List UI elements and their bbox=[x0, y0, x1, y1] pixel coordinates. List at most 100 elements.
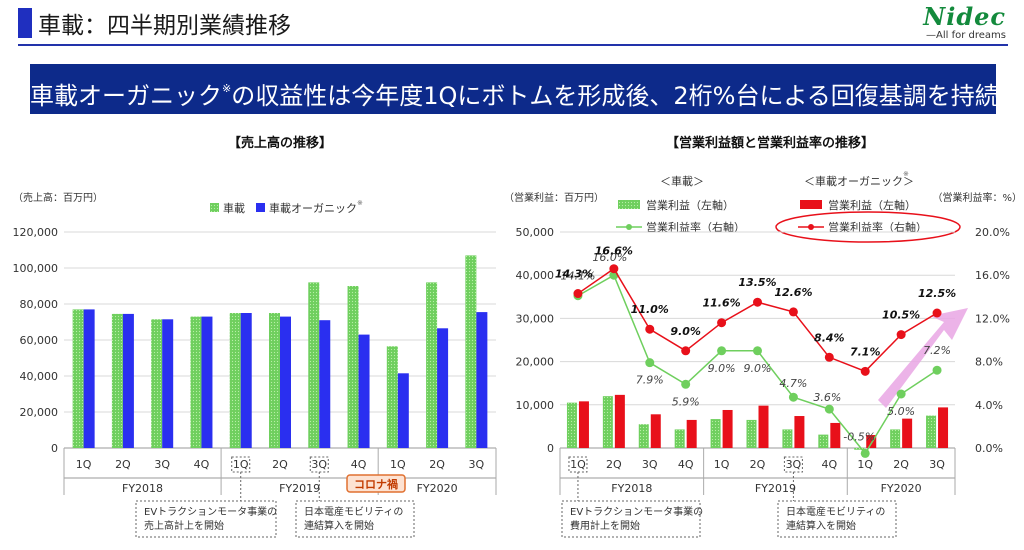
left-xtick-label: 1Q bbox=[76, 458, 92, 471]
right-organic-rate-label: 16.6% bbox=[595, 245, 633, 258]
right-xtick-label: 2Q bbox=[893, 458, 909, 471]
right-note-mobility-box bbox=[777, 500, 897, 538]
left-ytick-label: 80,000 bbox=[20, 298, 59, 311]
right-xtick-label: 2Q bbox=[606, 458, 622, 471]
right-bar-organic-profit bbox=[794, 416, 805, 448]
legend-highlight-circle bbox=[775, 211, 961, 243]
right-organic-rate-point bbox=[681, 346, 691, 356]
left-note-ev-line: EVトラクションモータ事業の bbox=[144, 505, 277, 518]
right-note-ev-box bbox=[561, 500, 701, 538]
right-organic-rate-label: 11.0% bbox=[631, 303, 669, 316]
legend-label-sales: 車載 bbox=[223, 201, 245, 215]
right-organic-rate-point bbox=[645, 324, 655, 334]
right-bar-auto-profit bbox=[782, 429, 793, 448]
right-auto-rate-label: 9.0% bbox=[744, 362, 772, 375]
headline-banner: 車載オーガニック※の収益性は今年度1Qにボトムを形成後、2桁%台による回復基調を… bbox=[30, 64, 999, 114]
left-bar-organic bbox=[240, 313, 252, 448]
left-ytick-label: 40,000 bbox=[20, 370, 59, 383]
right-bar-organic-profit bbox=[938, 407, 949, 448]
left-xtick-label: 4Q bbox=[351, 458, 367, 471]
left-bar-organic bbox=[476, 312, 488, 448]
legend-swatch-organic bbox=[256, 203, 265, 212]
left-xtick-label: 3Q bbox=[154, 458, 170, 471]
right-right-unit-label: （営業利益率：%） bbox=[932, 191, 1022, 204]
right-organic-rate-label: 14.3% bbox=[555, 268, 593, 281]
right-chart-title: 【営業利益額と営業利益率の推移】 bbox=[666, 135, 874, 151]
left-bar-organic bbox=[437, 328, 449, 448]
right-fy-label: FY2020 bbox=[881, 482, 922, 495]
legend-swatch-auto-profit bbox=[618, 200, 640, 209]
left-bar-organic bbox=[122, 313, 134, 448]
right-ytick-label-right: 4.0% bbox=[975, 399, 1003, 412]
left-ytick-label: 100,000 bbox=[13, 262, 59, 275]
right-note-ev-line: EVトラクションモータ事業の bbox=[570, 505, 703, 518]
left-note-ev-box bbox=[135, 500, 277, 538]
right-bar-organic-profit bbox=[758, 405, 769, 448]
right-ytick-label-right: 8.0% bbox=[975, 356, 1003, 369]
right-ytick-label-left: 40,000 bbox=[516, 269, 555, 282]
right-xtick-label: 4Q bbox=[678, 458, 694, 471]
left-bar-sales bbox=[465, 255, 477, 448]
right-organic-rate-point bbox=[609, 264, 619, 274]
right-xtick-label: 3Q bbox=[786, 458, 802, 471]
left-xtick-label: 2Q bbox=[115, 458, 131, 471]
right-ytick-label-right: 0.0% bbox=[975, 442, 1003, 455]
left-bar-organic bbox=[280, 316, 291, 448]
right-organic-rate-point bbox=[860, 366, 870, 376]
right-auto-rate-point bbox=[717, 346, 727, 356]
right-ytick-label-left: 50,000 bbox=[516, 226, 555, 239]
right-ytick-label-right: 12.0% bbox=[975, 312, 1010, 325]
right-bar-auto-profit bbox=[566, 402, 577, 448]
right-left-unit-label: （営業利益：百万円） bbox=[504, 191, 604, 204]
left-xtick-label: 1Q bbox=[233, 458, 249, 471]
left-bar-organic bbox=[397, 373, 409, 448]
header-accent-bar bbox=[18, 8, 32, 38]
right-xtick-label: 2Q bbox=[750, 458, 766, 471]
right-bar-auto-profit bbox=[602, 396, 613, 448]
right-auto-rate-point bbox=[753, 346, 762, 356]
right-xtick-label: 4Q bbox=[821, 458, 837, 471]
legend-group-organic: ＜車載オーガニック bbox=[804, 174, 903, 188]
right-ytick-label-left: 20,000 bbox=[516, 356, 555, 369]
right-auto-rate-label: 3.6% bbox=[813, 391, 841, 404]
legend-marker-organic-rate bbox=[808, 224, 814, 230]
right-auto-rate-label: 7.9% bbox=[636, 374, 664, 387]
right-fy-label: FY2019 bbox=[755, 482, 796, 495]
right-organic-rate-point bbox=[788, 307, 798, 317]
right-bar-organic-profit bbox=[866, 435, 877, 448]
right-auto-rate-point bbox=[896, 389, 906, 399]
left-xtick-label: 1Q bbox=[390, 458, 406, 471]
right-auto-rate-point bbox=[932, 365, 942, 375]
corona-badge-label: コロナ禍 bbox=[354, 477, 398, 491]
right-bar-organic-profit bbox=[830, 422, 841, 448]
right-organic-rate-label: 10.5% bbox=[882, 309, 920, 322]
right-note-ev-line: 費用計上を開始 bbox=[570, 519, 640, 532]
legend-label-organic-profit: 営業利益（左軸） bbox=[828, 198, 916, 212]
right-auto-rate-label: 5.9% bbox=[672, 395, 700, 408]
legend-group-auto: ＜車載＞ bbox=[660, 174, 704, 188]
left-bar-sales bbox=[269, 313, 280, 448]
right-bar-auto-profit bbox=[674, 429, 685, 448]
legend-label-organic: 車載オーガニック bbox=[269, 201, 357, 215]
left-bar-organic bbox=[162, 319, 174, 448]
right-organic-rate-label: 8.4% bbox=[814, 331, 845, 344]
right-auto-rate-label: 5.0% bbox=[887, 405, 915, 418]
left-note-mobility-box bbox=[295, 500, 415, 538]
left-bar-sales bbox=[347, 286, 359, 448]
legend-swatch-sales bbox=[210, 203, 219, 212]
right-auto-rate-point bbox=[860, 448, 870, 458]
corona-badge bbox=[346, 474, 406, 493]
right-bar-organic-profit bbox=[902, 418, 913, 448]
left-fy-label: FY2018 bbox=[122, 482, 163, 495]
right-organic-rate-label: 7.1% bbox=[850, 345, 881, 358]
logo-tagline: —All for dreams bbox=[926, 30, 1006, 41]
right-organic-rate-label: 11.6% bbox=[703, 297, 741, 310]
right-organic-rate-label: 12.5% bbox=[918, 287, 956, 300]
left-bar-organic bbox=[83, 309, 95, 448]
legend-group-organic-mark: ※ bbox=[903, 170, 909, 178]
trend-arrow bbox=[878, 308, 968, 408]
legend-marker-auto-rate bbox=[626, 224, 632, 230]
right-xtick-label: 3Q bbox=[642, 458, 658, 471]
right-auto-rate-label: 4.7% bbox=[779, 377, 807, 390]
right-auto-rate-label: 16.0% bbox=[592, 251, 627, 264]
